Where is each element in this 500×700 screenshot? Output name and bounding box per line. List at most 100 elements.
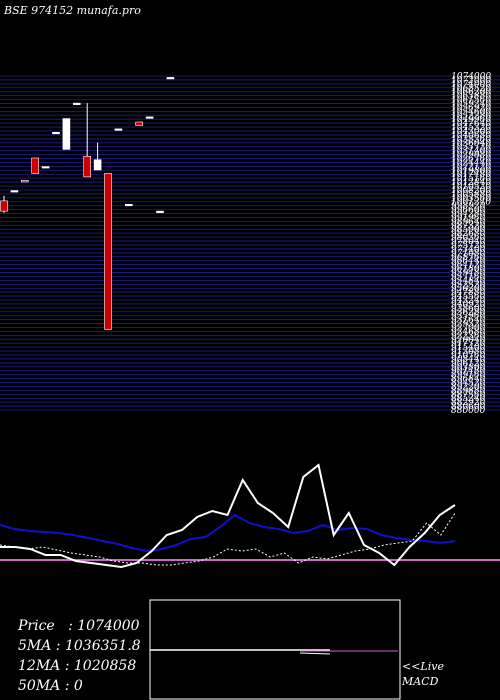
price-tick-label: 920040 bbox=[451, 335, 486, 345]
price-tick-label: 989640 bbox=[451, 217, 486, 227]
price-tick-label: 1072000 bbox=[451, 76, 491, 86]
price-tick-label: 1049960 bbox=[451, 115, 491, 125]
price-tick-label: 1056920 bbox=[451, 103, 491, 113]
ma12-readout: 12MA : 1020858 bbox=[18, 658, 137, 674]
candle-body bbox=[31, 157, 40, 174]
price-tick-label: 1008200 bbox=[451, 186, 491, 196]
price-tick-label: 964120 bbox=[451, 261, 486, 271]
price-tick-label: 929320 bbox=[451, 320, 486, 330]
candle-body bbox=[135, 121, 143, 126]
indicator-dotted-line bbox=[0, 512, 456, 566]
price-tick-label: 1038360 bbox=[451, 135, 491, 145]
price-tick-label: 1054600 bbox=[451, 107, 491, 117]
price-tick-label: 959480 bbox=[451, 268, 486, 278]
candle-body bbox=[41, 166, 50, 169]
price-tick-label: 1074000 bbox=[451, 80, 491, 90]
price-tick-label: 943240 bbox=[451, 296, 486, 306]
candle-body bbox=[73, 102, 81, 105]
price-tick-label: 1017480 bbox=[451, 170, 491, 180]
candle-body bbox=[10, 190, 19, 193]
price-tick-label: 950200 bbox=[451, 284, 486, 294]
price-tick-label: 980360 bbox=[451, 233, 486, 243]
price-tick-label: 1031400 bbox=[451, 147, 491, 157]
price-tick-label: 938600 bbox=[451, 304, 486, 314]
price-tick-label: 1043000 bbox=[451, 127, 491, 137]
price-tick-label: 931640 bbox=[451, 316, 486, 326]
candle-body bbox=[83, 155, 91, 178]
price-tick-label: 1024440 bbox=[451, 158, 491, 168]
price-tick-label: 1015160 bbox=[451, 174, 491, 184]
price-tick-label: 975720 bbox=[451, 241, 486, 251]
price-tick-label: 968760 bbox=[451, 253, 486, 263]
price-tick-label: 899160 bbox=[451, 371, 486, 381]
price-tick-label: 1047640 bbox=[451, 119, 491, 129]
price-tick-label: 1074000 bbox=[451, 72, 491, 82]
candle-body bbox=[20, 179, 29, 183]
indicator-white-line bbox=[0, 463, 456, 569]
price-tick-label: 936280 bbox=[451, 308, 486, 318]
price-tick-label: 940920 bbox=[451, 300, 486, 310]
candle-body bbox=[93, 159, 102, 171]
price-tick-label: 882920 bbox=[451, 398, 486, 408]
price-tick-label: 1012840 bbox=[451, 178, 491, 188]
price-tick-label: 971080 bbox=[451, 249, 486, 259]
price-tick-label: 913080 bbox=[451, 347, 486, 357]
live-macd-label: <<Live MACD bbox=[402, 659, 444, 689]
price-tick-label: 1059240 bbox=[451, 100, 491, 110]
price-tick-label: 952520 bbox=[451, 280, 486, 290]
price-tick-label: 889880 bbox=[451, 386, 486, 396]
live-label-line1: <<Live bbox=[402, 660, 444, 673]
macd-histogram-tick bbox=[299, 652, 331, 655]
price-tick-label: 906120 bbox=[451, 359, 486, 369]
price-tick-label: 947880 bbox=[451, 288, 486, 298]
price-tick-label: 922360 bbox=[451, 331, 486, 341]
price-tick-label: 910760 bbox=[451, 351, 486, 361]
price-tick-label: 901480 bbox=[451, 367, 486, 377]
live-label-line2: MACD bbox=[402, 675, 439, 688]
price-tick-label: 1033720 bbox=[451, 143, 491, 153]
price-tick-label: 1052280 bbox=[451, 111, 491, 121]
price-tick-label: 903800 bbox=[451, 363, 486, 373]
price-tick-label: 880000 bbox=[451, 406, 486, 416]
candle-body bbox=[52, 131, 60, 135]
ma50-readout: 50MA : 0 bbox=[18, 678, 83, 694]
price-tick-label: 996600 bbox=[451, 206, 486, 216]
price-tick-label: 924680 bbox=[451, 327, 486, 337]
price-tick-label: 1019800 bbox=[451, 166, 491, 176]
price-tick-label: 945560 bbox=[451, 292, 486, 302]
price-tick-label: 954840 bbox=[451, 276, 486, 286]
price-tick-label: 985000 bbox=[451, 225, 486, 235]
price-tick-label: 1063880 bbox=[451, 92, 491, 102]
candle-body bbox=[0, 200, 8, 212]
price-tick-label: 933960 bbox=[451, 312, 486, 322]
candle-body bbox=[156, 210, 164, 213]
price-tick-label: 1068520 bbox=[451, 84, 491, 94]
price-tick-label: 994280 bbox=[451, 210, 486, 220]
price-tick-label: 927000 bbox=[451, 323, 486, 333]
price-tick-label: 1061560 bbox=[451, 96, 491, 106]
price-tick-label: 1010520 bbox=[451, 182, 491, 192]
price-tick-label: 887560 bbox=[451, 390, 486, 400]
candle-body bbox=[114, 128, 123, 131]
price-tick-label: 978040 bbox=[451, 237, 486, 247]
price-tick-label: 917720 bbox=[451, 339, 486, 349]
price-tick-label: 966440 bbox=[451, 257, 486, 267]
price-tick-label: 915400 bbox=[451, 343, 486, 353]
price-tick-label: 908440 bbox=[451, 355, 486, 365]
price-tick-label: 1026760 bbox=[451, 155, 491, 165]
price-tick-label: 894520 bbox=[451, 378, 486, 388]
ma5-readout: 5MA : 1036351.8 bbox=[18, 638, 141, 654]
candle-body bbox=[104, 173, 112, 330]
price-tick-label: 885240 bbox=[451, 394, 486, 404]
price-tick-label: 1029080 bbox=[451, 151, 491, 161]
price-tick-label: 998920 bbox=[451, 202, 486, 212]
price-tick-label: 1040680 bbox=[451, 131, 491, 141]
price-tick-label: 880600 bbox=[451, 402, 486, 412]
price-tick-label: 1036040 bbox=[451, 139, 491, 149]
candle-body bbox=[166, 77, 175, 80]
price-chart: 1074000107200010740001068520106620010638… bbox=[0, 72, 500, 416]
price-tick-label: 973400 bbox=[451, 245, 486, 255]
